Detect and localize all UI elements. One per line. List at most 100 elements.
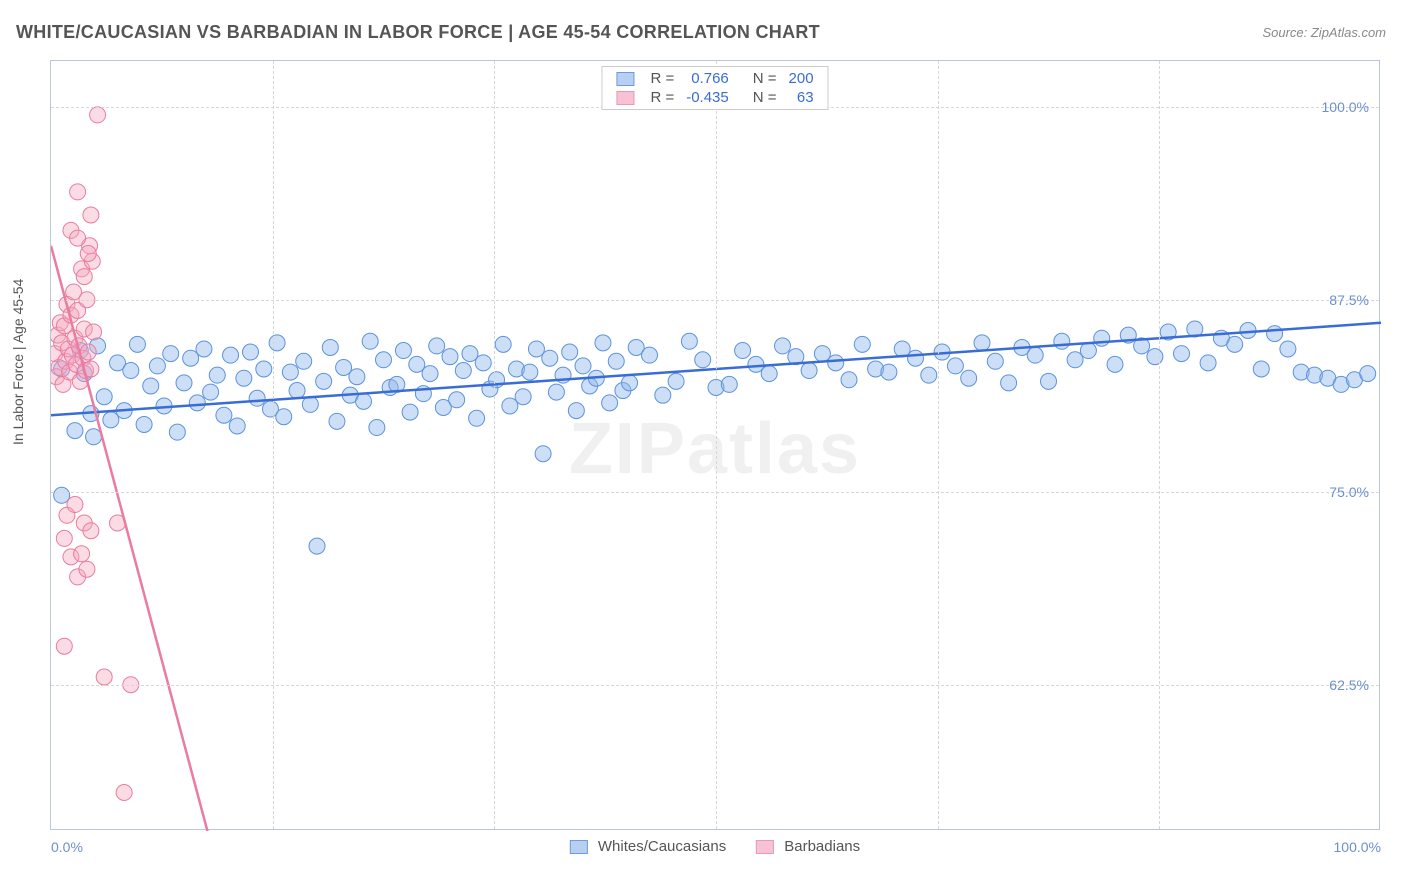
data-point [1227, 336, 1243, 352]
data-point [395, 343, 411, 359]
data-point [987, 353, 1003, 369]
data-point [70, 184, 86, 200]
n-value-0: 200 [783, 69, 820, 88]
data-point [216, 407, 232, 423]
ytick-label: 75.0% [1329, 484, 1369, 500]
data-point [1001, 375, 1017, 391]
data-point [129, 336, 145, 352]
data-point [568, 403, 584, 419]
data-point [495, 336, 511, 352]
data-point [608, 353, 624, 369]
data-point [721, 376, 737, 392]
data-point [67, 423, 83, 439]
data-point [535, 446, 551, 462]
data-point [1054, 333, 1070, 349]
data-point [169, 424, 185, 440]
data-point [1027, 347, 1043, 363]
chart-title: WHITE/CAUCASIAN VS BARBADIAN IN LABOR FO… [16, 22, 820, 43]
data-point [548, 384, 564, 400]
data-point [176, 375, 192, 391]
source-caption: Source: ZipAtlas.com [1262, 25, 1386, 40]
data-point [322, 339, 338, 355]
data-point [309, 538, 325, 554]
data-point [282, 364, 298, 380]
data-point [196, 341, 212, 357]
hgrid-line [51, 492, 1379, 493]
data-point [449, 392, 465, 408]
data-point [90, 107, 106, 123]
data-point [149, 358, 165, 374]
data-point [143, 378, 159, 394]
data-point [96, 669, 112, 685]
legend-label-1: Barbadians [784, 838, 860, 855]
data-point [1080, 343, 1096, 359]
data-point [289, 383, 305, 399]
data-point [735, 343, 751, 359]
xtick-label: 100.0% [1334, 839, 1381, 855]
data-point [80, 246, 96, 262]
data-point [475, 355, 491, 371]
data-point [209, 367, 225, 383]
data-point [828, 355, 844, 371]
y-axis-label: In Labor Force | Age 45-54 [10, 279, 26, 445]
data-point [103, 412, 119, 428]
legend-row-series-1: R = -0.435 N = 63 [610, 88, 819, 107]
data-point [761, 366, 777, 382]
data-point [249, 390, 265, 406]
data-point [362, 333, 378, 349]
data-point [748, 356, 764, 372]
legend-item-1: Barbadians [756, 838, 860, 855]
data-point [961, 370, 977, 386]
data-point [123, 363, 139, 379]
data-point [329, 413, 345, 429]
data-point [542, 350, 558, 366]
data-point [256, 361, 272, 377]
data-point [575, 358, 591, 374]
n-value-1: 63 [783, 88, 820, 107]
chart-container: WHITE/CAUCASIAN VS BARBADIAN IN LABOR FO… [0, 0, 1406, 892]
data-point [622, 375, 638, 391]
data-point [86, 324, 102, 340]
data-point [409, 356, 425, 372]
data-point [642, 347, 658, 363]
data-point [163, 346, 179, 362]
data-point [908, 350, 924, 366]
data-point [462, 346, 478, 362]
data-point [429, 338, 445, 354]
n-label-1: N = [747, 88, 783, 107]
vgrid-line [716, 61, 717, 829]
data-point [316, 373, 332, 389]
data-point [136, 416, 152, 432]
data-point [116, 785, 132, 801]
xtick-label: 0.0% [51, 839, 83, 855]
data-point [236, 370, 252, 386]
legend-item-0: Whites/Caucasians [570, 838, 726, 855]
swatch-bottom-1 [756, 840, 774, 854]
data-point [74, 546, 90, 562]
hgrid-line [51, 685, 1379, 686]
data-point [96, 389, 112, 405]
data-point [356, 393, 372, 409]
data-point [515, 389, 531, 405]
data-point [841, 372, 857, 388]
r-label-1: R = [644, 88, 680, 107]
data-point [522, 364, 538, 380]
data-point [83, 207, 99, 223]
vgrid-line [494, 61, 495, 829]
r-label-0: R = [644, 69, 680, 88]
r-value-0: 0.766 [680, 69, 735, 88]
vgrid-line [1159, 61, 1160, 829]
data-point [296, 353, 312, 369]
data-point [86, 429, 102, 445]
ytick-label: 87.5% [1329, 292, 1369, 308]
data-point [79, 561, 95, 577]
data-point [203, 384, 219, 400]
data-point [562, 344, 578, 360]
data-point [1174, 346, 1190, 362]
ytick-label: 62.5% [1329, 677, 1369, 693]
data-point [402, 404, 418, 420]
data-point [70, 230, 86, 246]
data-point [681, 333, 697, 349]
data-point [229, 418, 245, 434]
legend-row-series-0: R = 0.766 N = 200 [610, 69, 819, 88]
